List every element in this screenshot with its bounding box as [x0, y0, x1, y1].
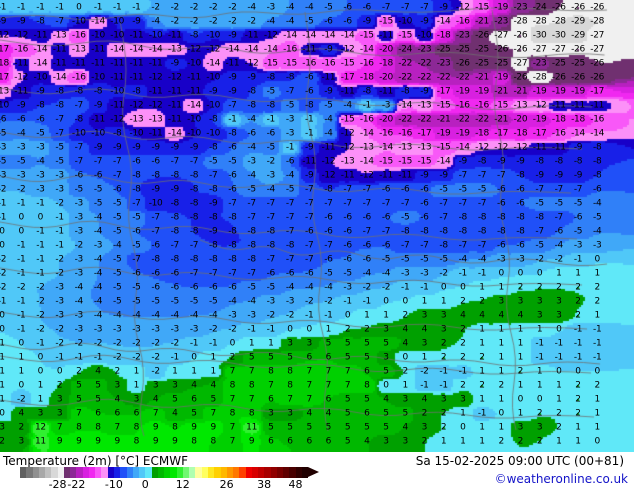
- colorbar-tick-label: 12: [175, 478, 190, 490]
- colorbar-swatch: [276, 467, 284, 478]
- colorbar-tick-labels: -28 -22 -10 0 12 26 38 48: [0, 478, 330, 490]
- colorbar-swatch: [38, 467, 46, 478]
- colorbar-swatch: [32, 467, 39, 478]
- colorbar-swatch: [139, 467, 146, 478]
- colorbar-swatch: [132, 467, 140, 478]
- colorbar-swatch: [207, 467, 215, 478]
- colorbar-tick-label: -10: [104, 478, 123, 490]
- colorbar-swatch: [301, 467, 309, 478]
- colorbar-swatch: [182, 467, 190, 478]
- map-footer: Temperature (2m) [°C] ECMWF -28 -22 -10 0 12…: [0, 452, 634, 490]
- colorbar-tick-label: 48: [288, 478, 303, 490]
- colorbar-swatch: [164, 467, 171, 478]
- legend-title: Temperature (2m) [°C] ECMWF: [3, 454, 188, 468]
- colorbar-swatch: [233, 467, 240, 478]
- temperature-map[interactable]: -1-1-1-10-1-1-1-2-2-2-2-2-4-3-4-4-5-6-6-…: [0, 0, 634, 452]
- colorbar-swatch: [195, 467, 202, 478]
- colorbar-swatch: [113, 467, 121, 478]
- colorbar-gradient[interactable]: [20, 467, 309, 478]
- colorbar-tick-label: -28: [48, 478, 67, 490]
- forecast-run-timestamp: Sa 15-02-2025 09:00 UTC (00+81): [415, 454, 624, 468]
- colorbar-swatch: [170, 467, 177, 478]
- colorbar-swatch: [126, 467, 133, 478]
- colorbar-swatch: [26, 467, 33, 478]
- colorbar-tick-label: 38: [257, 478, 272, 490]
- colorbar-tick-label: 0: [141, 478, 149, 490]
- colorbar[interactable]: [20, 467, 320, 478]
- colorbar-swatch: [51, 467, 58, 478]
- colorbar-tick-label: -22: [67, 478, 86, 490]
- colorbar-swatch: [70, 467, 77, 478]
- colorbar-swatch: [239, 467, 246, 478]
- colorbar-swatch: [45, 467, 52, 478]
- colorbar-swatch: [76, 467, 83, 478]
- colorbar-swatch: [82, 467, 89, 478]
- colorbar-swatch: [214, 467, 221, 478]
- colorbar-swatch: [157, 467, 165, 478]
- colorbar-swatch: [120, 467, 127, 478]
- colorbar-swatch: [245, 467, 252, 478]
- colorbar-swatch: [283, 467, 290, 478]
- colorbar-swatch: [270, 467, 277, 478]
- colorbar-swatch: [57, 467, 64, 478]
- colorbar-swatch: [201, 467, 208, 478]
- colorbar-overflow-arrow-icon: [308, 467, 319, 477]
- colorbar-swatch: [295, 467, 302, 478]
- colorbar-swatch: [107, 467, 114, 478]
- colorbar-swatch: [251, 467, 259, 478]
- provider-credit-link[interactable]: ©weatheronline.co.uk: [494, 472, 628, 486]
- colorbar-tick-label: 26: [219, 478, 234, 490]
- colorbar-swatch: [258, 467, 265, 478]
- colorbar-swatch: [226, 467, 234, 478]
- colorbar-swatch: [289, 467, 296, 478]
- colorbar-swatch: [220, 467, 227, 478]
- colorbar-swatch: [101, 467, 108, 478]
- colorbar-swatch: [145, 467, 152, 478]
- colorbar-swatch: [95, 467, 102, 478]
- colorbar-swatch: [20, 467, 27, 478]
- colorbar-swatch: [63, 467, 71, 478]
- colorbar-swatch: [176, 467, 183, 478]
- colorbar-swatch: [264, 467, 271, 478]
- colorbar-swatch: [151, 467, 158, 478]
- temperature-field-canvas[interactable]: [0, 0, 634, 452]
- colorbar-swatch: [189, 467, 196, 478]
- colorbar-swatch: [88, 467, 96, 478]
